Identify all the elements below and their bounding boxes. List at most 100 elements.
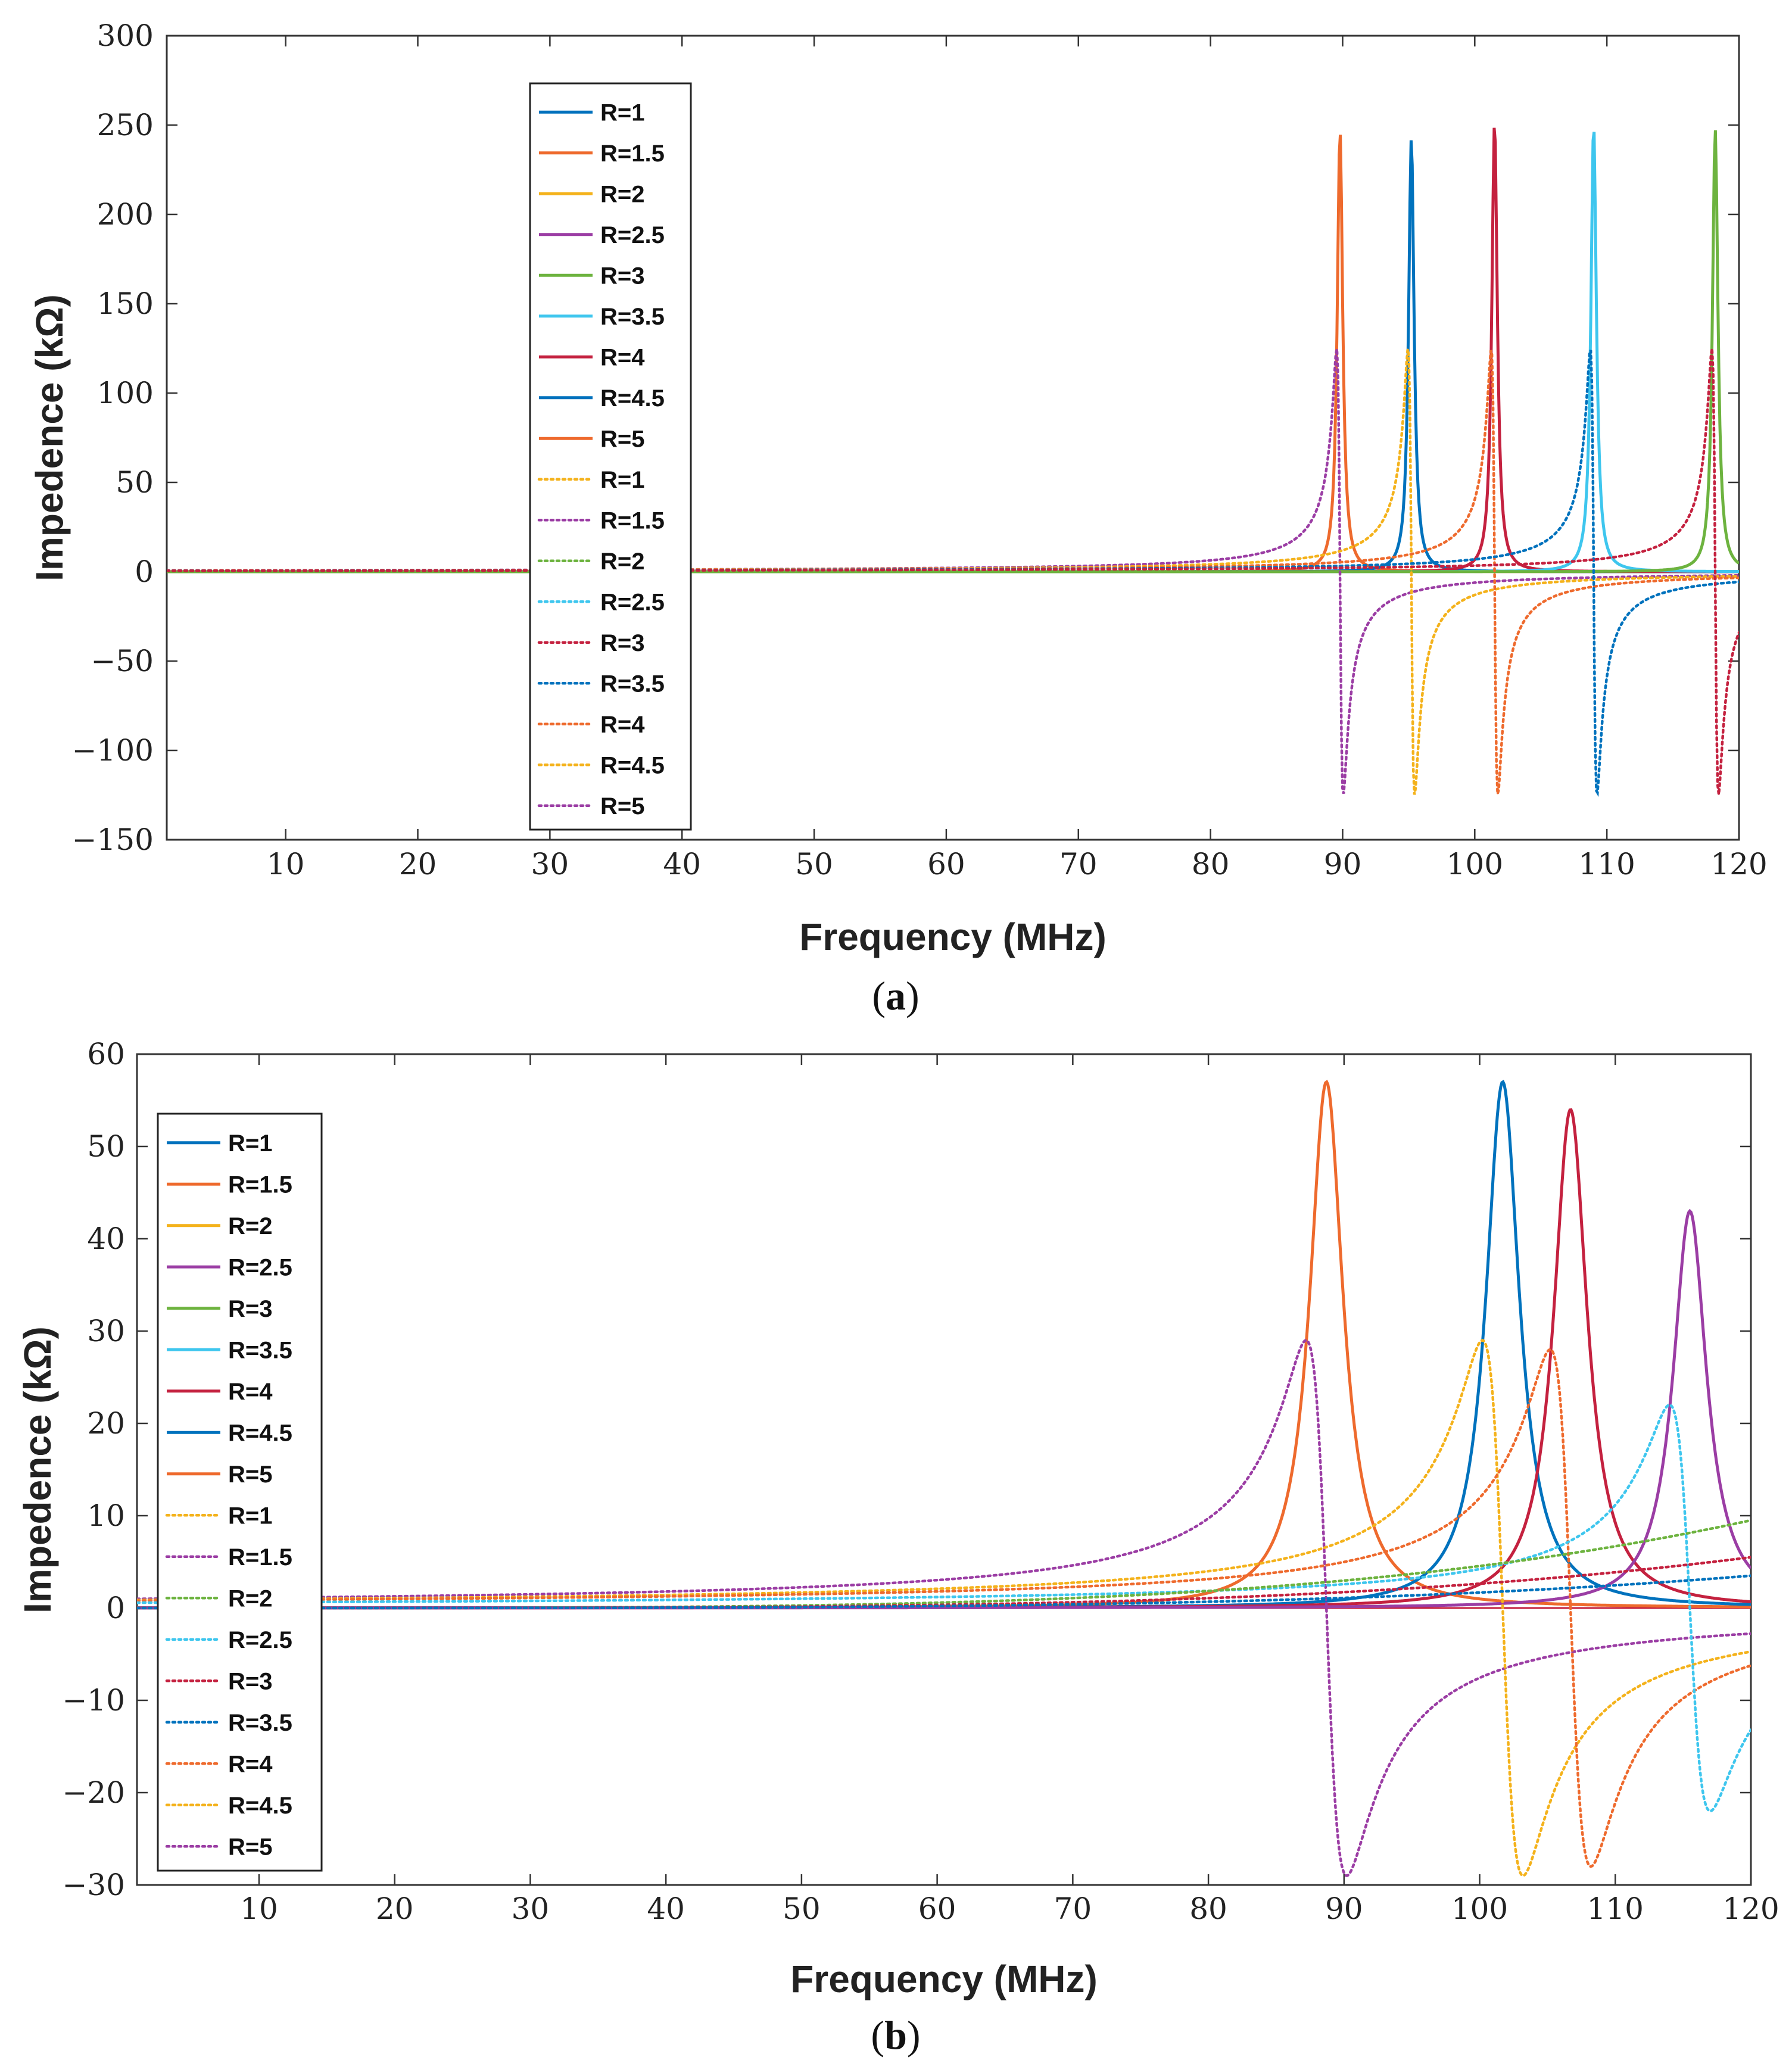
legend-label: R=3.5: [228, 1710, 292, 1736]
x-tick-label: 90: [1324, 847, 1362, 881]
legend-label: R=2: [600, 549, 645, 575]
x-tick-label: 40: [647, 1892, 685, 1926]
plot-a-xlabel: Frequency (MHz): [799, 915, 1107, 958]
plot-b-series: [137, 1079, 1751, 1877]
series-imag-4: [137, 1339, 1751, 1877]
y-tick-label: 150: [97, 286, 154, 321]
y-tick-label: −20: [62, 1775, 125, 1810]
legend-label: R=2.5: [600, 222, 665, 248]
plot-a-ylabel: Impedence (kΩ): [28, 294, 71, 581]
x-tick-label: 10: [240, 1892, 278, 1926]
legend-label: R=4: [600, 712, 645, 738]
x-tick-label: 30: [512, 1892, 550, 1926]
y-tick-label: 10: [87, 1498, 125, 1533]
legend-label: R=5: [228, 1462, 273, 1488]
plot-b-ylabel: Impedence (kΩ): [16, 1326, 59, 1613]
plot-b-ticks: 10 20 30 40 50 60 70 80 90 100 110 1206050403020100…: [62, 1037, 1779, 1926]
legend-label: R=1: [600, 467, 645, 493]
legend-label: R=3: [228, 1668, 273, 1694]
x-tick-label: 80: [1189, 1892, 1227, 1926]
plot-a-ticks: 10 20 30 40 50 60 70 80 90 100 110 120 300 250 200 150 1…: [72, 18, 1768, 881]
y-tick-label: −10: [62, 1683, 125, 1718]
legend-box: [157, 1113, 323, 1872]
y-tick-label: 50: [116, 465, 154, 500]
y-tick-label: −100: [72, 733, 154, 768]
legend-label: R=1: [228, 1503, 273, 1529]
x-tick-label: 70: [1054, 1892, 1092, 1926]
series-imag-6: [137, 1348, 1751, 1868]
legend-label: R=2: [600, 181, 645, 207]
panel-a: 10 20 30 40 50 60 70 80 90 100 110 120 300 250 200 150 1…: [28, 18, 1768, 1018]
legend-box: [529, 82, 692, 831]
plot-b-legend: R=1 R=1.5 R=2 R=2.5 R=3 R=3.5 R=4 R=4.5 R=5 R=1 R=…: [157, 1113, 323, 1872]
legend-label: R=3: [600, 630, 645, 656]
plot-a-legend: R=1 R=1.5 R=2 R=2.5 R=3 R=3.5 R=4 R=4.5 R=5 R=1 R=…: [529, 82, 692, 831]
y-tick-label: 100: [97, 376, 154, 410]
legend-label: R=4: [600, 344, 645, 370]
y-tick-label: 250: [97, 108, 154, 142]
x-tick-label: 40: [663, 847, 701, 881]
series-imag-9: [167, 348, 1739, 795]
plot-b-frame: [136, 1053, 1752, 1886]
y-tick-label: 40: [87, 1221, 125, 1256]
legend-label: R=1: [600, 99, 645, 126]
x-tick-label: 60: [927, 847, 965, 881]
plot-b-caption: (b): [871, 2012, 920, 2058]
x-tick-label: 120: [1722, 1892, 1779, 1926]
x-tick-label: 100: [1451, 1892, 1508, 1926]
x-tick-label: 30: [531, 847, 569, 881]
x-tick-label: 50: [795, 847, 833, 881]
y-tick-label: 0: [135, 554, 154, 589]
legend-label: R=4.5: [600, 385, 665, 412]
panel-b: 10 20 30 40 50 60 70 80 90 100 110 1206050403020100…: [16, 1037, 1779, 2058]
y-tick-label: 200: [97, 197, 154, 232]
legend-label: R=2: [228, 1585, 273, 1612]
series-imag-7: [137, 1403, 1751, 1813]
plot-a-frame: [166, 35, 1740, 841]
legend-label: R=4.5: [228, 1420, 292, 1446]
x-tick-label: 70: [1059, 847, 1098, 881]
y-tick-label: 30: [87, 1314, 125, 1348]
legend-label: R=4.5: [228, 1793, 292, 1819]
legend-label: R=1.5: [228, 1544, 292, 1570]
legend-label: R=5: [600, 426, 645, 452]
plot-a-caption: (a): [872, 973, 919, 1018]
x-tick-label: 10: [267, 847, 305, 881]
y-tick-label: −30: [62, 1868, 125, 1902]
legend-label: R=2: [228, 1213, 273, 1239]
y-tick-label: −150: [72, 822, 154, 857]
y-tick-label: 60: [87, 1037, 125, 1071]
legend-label: R=3.5: [228, 1337, 292, 1363]
x-tick-label: 100: [1447, 847, 1503, 881]
legend-label: R=1.5: [600, 141, 665, 167]
y-tick-label: 20: [87, 1406, 125, 1441]
legend-label: R=2.5: [228, 1627, 292, 1653]
legend-label: R=5: [228, 1834, 273, 1860]
legend-label: R=1.5: [228, 1171, 292, 1198]
legend-label: R=3.5: [600, 304, 665, 330]
series-ramp-10: [137, 1574, 1751, 1610]
legend-label: R=4.5: [600, 752, 665, 778]
legend-label: R=3.5: [600, 671, 665, 697]
y-tick-label: 300: [97, 18, 154, 53]
legend-label: R=3: [600, 263, 645, 289]
x-tick-label: 20: [399, 847, 437, 881]
legend-label: R=2.5: [228, 1254, 292, 1280]
x-tick-label: 90: [1325, 1892, 1363, 1926]
x-tick-label: 60: [918, 1892, 956, 1926]
plot-b-xlabel: Frequency (MHz): [790, 1958, 1098, 2000]
x-tick-label: 50: [783, 1892, 821, 1926]
x-tick-label: 120: [1710, 847, 1767, 881]
y-tick-label: −50: [91, 644, 154, 678]
legend-label: R=1: [228, 1130, 273, 1157]
legend-label: R=3: [228, 1296, 273, 1322]
legend-label: R=4: [228, 1751, 273, 1777]
legend-label: R=2.5: [600, 589, 665, 615]
x-tick-label: 80: [1192, 847, 1230, 881]
x-tick-label: 110: [1578, 847, 1635, 881]
x-tick-label: 110: [1587, 1892, 1644, 1926]
x-tick-label: 20: [376, 1892, 414, 1926]
legend-label: R=5: [600, 793, 645, 819]
y-tick-label: 50: [87, 1129, 125, 1164]
